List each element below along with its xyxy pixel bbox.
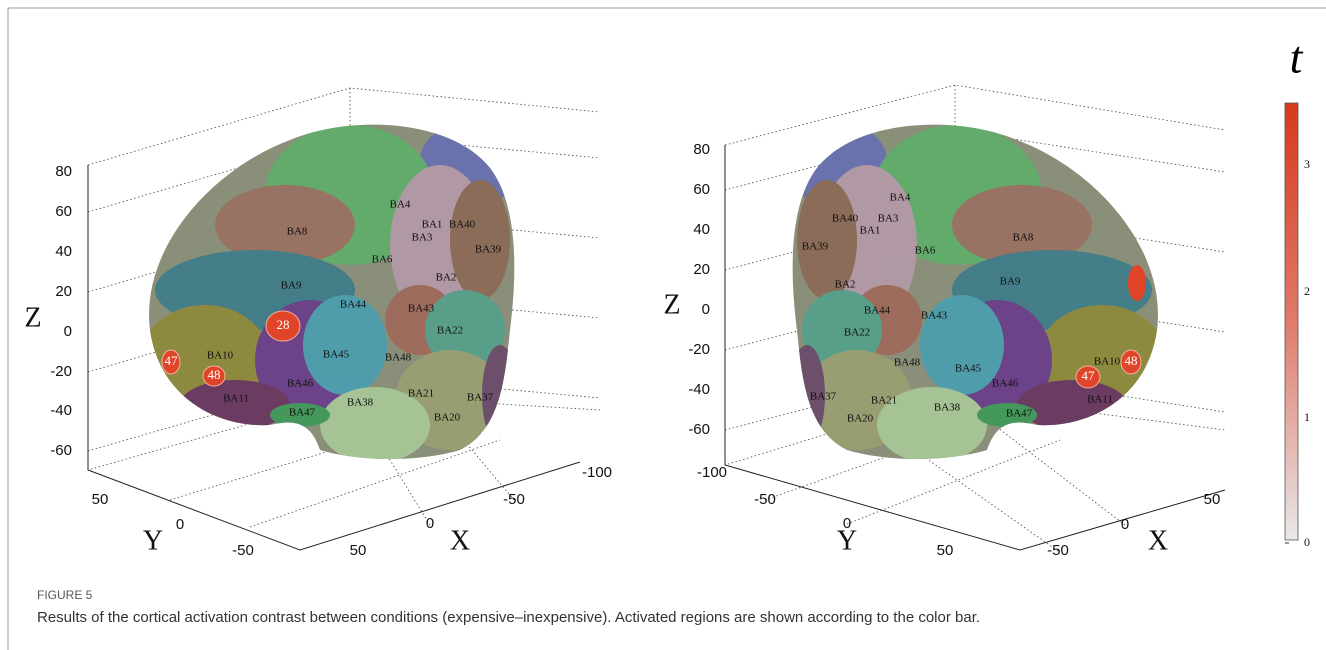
z-tick-label: 60	[55, 203, 72, 220]
region-label: BA43	[921, 310, 948, 322]
region-label: BA43	[408, 303, 435, 315]
z-tick-label: -40	[688, 381, 710, 398]
x-tick-label: -50	[754, 491, 776, 508]
z-tick-label: -20	[688, 341, 710, 358]
region-label: BA20	[847, 413, 874, 425]
region-label: BA45	[323, 349, 350, 361]
colorbar-tick-label: 2	[1304, 284, 1310, 298]
z-tick-label: -60	[688, 421, 710, 438]
region-label: BA20	[434, 412, 461, 424]
z-tick-label: 40	[693, 221, 710, 238]
region-label: BA39	[475, 244, 502, 256]
y-axis-label: Y	[143, 525, 163, 556]
figure-label: FIGURE 5	[37, 588, 93, 602]
region-label: BA37	[810, 391, 837, 403]
activation-partial	[1128, 265, 1146, 301]
colorbar-tick-label: 0	[1304, 535, 1310, 549]
y-tick-label: -50	[232, 542, 254, 559]
region-label: BA45	[955, 363, 982, 375]
y-tick-label: -50	[1047, 542, 1069, 559]
activation-label: 28	[277, 317, 290, 332]
figure-caption: Results of the cortical activation contr…	[37, 609, 980, 626]
z-tick-label: -60	[50, 442, 72, 459]
x-axis-label: X	[450, 525, 470, 556]
region-label: BA22	[437, 325, 463, 337]
region-label: BA21	[408, 388, 434, 400]
x-tick-label: -100	[697, 464, 727, 481]
region-label: BA44	[340, 299, 367, 311]
z-tick-label: 0	[64, 323, 72, 340]
region-label: BA6	[372, 254, 393, 266]
y-tick-label: 0	[176, 516, 184, 533]
z-tick-label: 0	[702, 301, 710, 318]
region-label: BA8	[287, 226, 308, 238]
x-axis-label: X	[1148, 525, 1168, 556]
colorbar-tick-label: 3	[1304, 157, 1310, 171]
z-tick-label: -20	[50, 363, 72, 380]
region-label: BA1	[860, 225, 881, 237]
colorbar-label: t	[1290, 32, 1304, 83]
region-label: BA3	[878, 213, 899, 225]
brain-right	[767, 120, 1167, 463]
x-tick-label: -50	[503, 491, 525, 508]
region-label: BA4	[390, 199, 411, 211]
region-label: BA47	[1006, 408, 1033, 420]
z-tick-label: 40	[55, 243, 72, 260]
z-tick-label: -40	[50, 402, 72, 419]
region-label: BA9	[281, 280, 302, 292]
activation-label: 48	[1125, 353, 1138, 368]
region-label: BA10	[1094, 356, 1121, 368]
region-label: BA10	[207, 350, 234, 362]
colorbar-tick-label: 1	[1304, 410, 1310, 424]
brain-left	[140, 120, 540, 463]
z-tick-label: 60	[693, 181, 710, 198]
y-tick-label: 50	[92, 491, 109, 508]
z-tick-label: 20	[55, 283, 72, 300]
x-tick-label: 50	[937, 542, 954, 559]
region-label: BA11	[1087, 394, 1113, 406]
activation-label: 47	[1082, 368, 1096, 383]
activation-label: 47	[165, 353, 179, 368]
region-label: BA2	[436, 272, 457, 284]
region-label: BA11	[223, 393, 249, 405]
region-label: BA40	[832, 213, 859, 225]
region-label: BA22	[844, 327, 870, 339]
region-label: BA38	[934, 402, 961, 414]
region-label: BA48	[385, 352, 412, 364]
z-tick-label: 80	[693, 141, 710, 158]
x-tick-label: -100	[582, 464, 612, 481]
region-label: BA1	[422, 219, 443, 231]
y-tick-label: 50	[1204, 491, 1221, 508]
y-tick-label: 0	[1121, 516, 1129, 533]
region-label: BA37	[467, 392, 494, 404]
figure: 806040200-20-40-60500-50-100-50050XYZBA4…	[0, 0, 1326, 650]
region-label: BA38	[347, 397, 374, 409]
region-label: BA40	[449, 219, 476, 231]
region-label: BA46	[992, 378, 1019, 390]
region-label: BA44	[864, 305, 891, 317]
z-tick-label: 80	[55, 163, 72, 180]
z-axis-label: Z	[663, 289, 680, 320]
colorbar	[1285, 103, 1298, 540]
region-label: BA6	[915, 245, 936, 257]
region-label: BA47	[289, 407, 316, 419]
region-label: BA2	[835, 279, 856, 291]
region-label: BA9	[1000, 276, 1021, 288]
region-label: BA8	[1013, 232, 1034, 244]
activation-label: 48	[208, 367, 221, 382]
region-label: BA48	[894, 357, 921, 369]
region-label: BA39	[802, 241, 829, 253]
region-label: BA46	[287, 378, 314, 390]
region-label: BA21	[871, 395, 897, 407]
x-tick-label: 0	[426, 515, 434, 532]
z-tick-label: 20	[693, 261, 710, 278]
x-tick-label: 50	[350, 542, 367, 559]
region-label: BA3	[412, 232, 433, 244]
region-label: BA4	[890, 192, 911, 204]
y-axis-label: Y	[837, 525, 857, 556]
z-axis-label: Z	[24, 302, 41, 333]
